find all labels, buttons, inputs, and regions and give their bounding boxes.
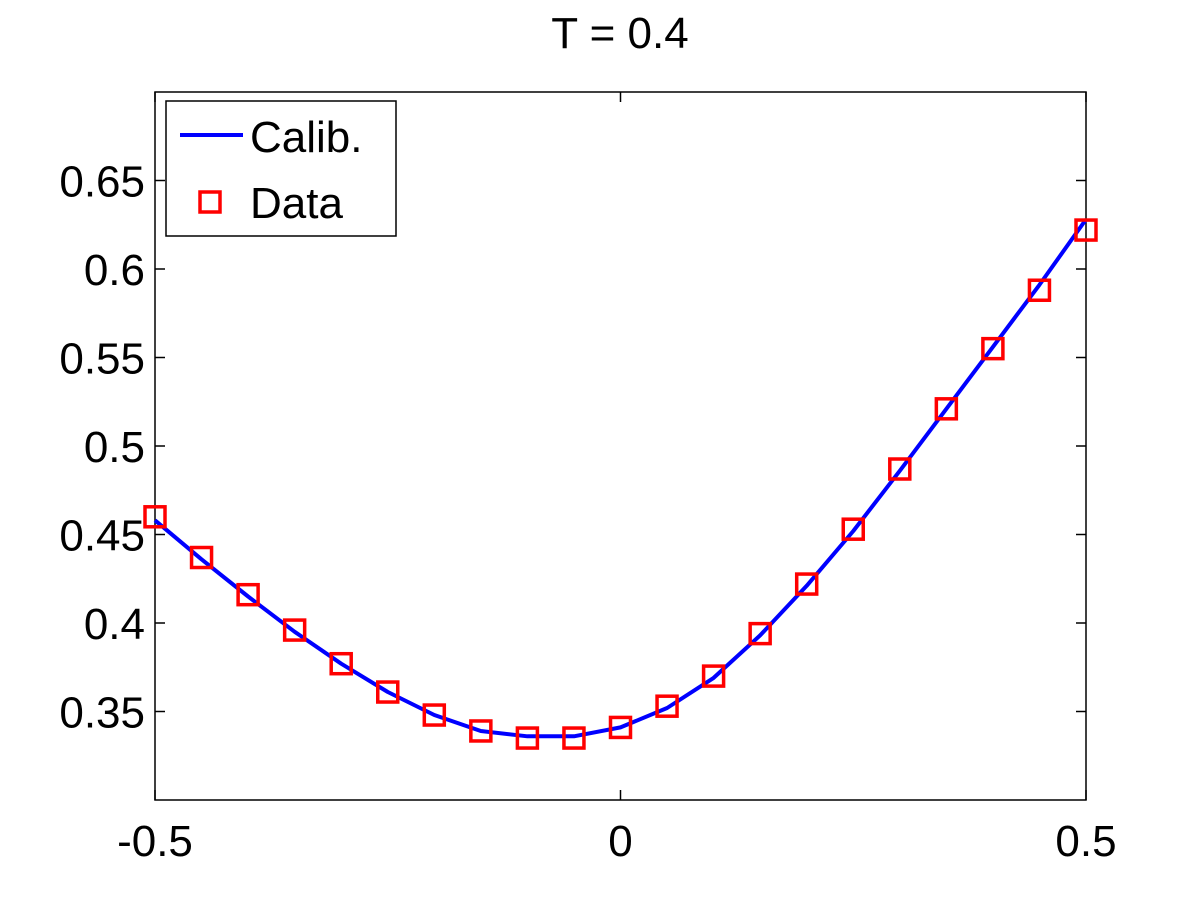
- series: [143, 218, 1098, 750]
- y-tick-label: 0.55: [59, 335, 145, 384]
- legend-box: [165, 100, 397, 237]
- data-point: [608, 715, 633, 740]
- data-point: [888, 457, 912, 481]
- x-tick-label: 0.5: [1055, 817, 1116, 866]
- y-tick-label: 0.65: [59, 158, 145, 207]
- data-point: [1027, 278, 1052, 302]
- data-point: [469, 719, 493, 743]
- x-tick-label: 0: [608, 817, 632, 866]
- y-tick-label: 0.4: [84, 600, 145, 649]
- x-tick-label: -0.5: [117, 817, 193, 866]
- legend-label-calib: Calib.: [250, 113, 363, 162]
- data-point: [701, 664, 726, 688]
- legend-label-data: Data: [250, 179, 343, 228]
- legend-marker-swatch: [198, 190, 222, 214]
- chart-title: T = 0.4: [551, 9, 688, 58]
- data-point: [422, 703, 447, 727]
- legend: Calib. Data: [165, 100, 397, 237]
- data-point: [794, 572, 819, 596]
- data-point: [236, 582, 260, 607]
- data-point: [748, 621, 772, 646]
- data-point: [981, 336, 1005, 361]
- data-point: [282, 618, 307, 642]
- data-point: [655, 694, 679, 718]
- data-point: [329, 651, 353, 676]
- y-tick-label: 0.6: [84, 246, 145, 295]
- data-point: [1074, 218, 1098, 242]
- data-point: [376, 680, 400, 704]
- series-line-calib: [153, 218, 1088, 739]
- data-point: [189, 545, 214, 570]
- y-tick-label: 0.35: [59, 689, 145, 738]
- ticks: -0.5 0 0.5 0.35 0.4 0.45 0.5 0.55 0.6 0.65: [59, 92, 1117, 866]
- data-point: [515, 726, 540, 750]
- data-point: [143, 505, 167, 529]
- data-point: [841, 517, 865, 541]
- data-point: [562, 726, 586, 750]
- y-tick-label: 0.45: [59, 512, 145, 561]
- data-point: [934, 397, 959, 421]
- y-tick-label: 0.5: [84, 423, 145, 472]
